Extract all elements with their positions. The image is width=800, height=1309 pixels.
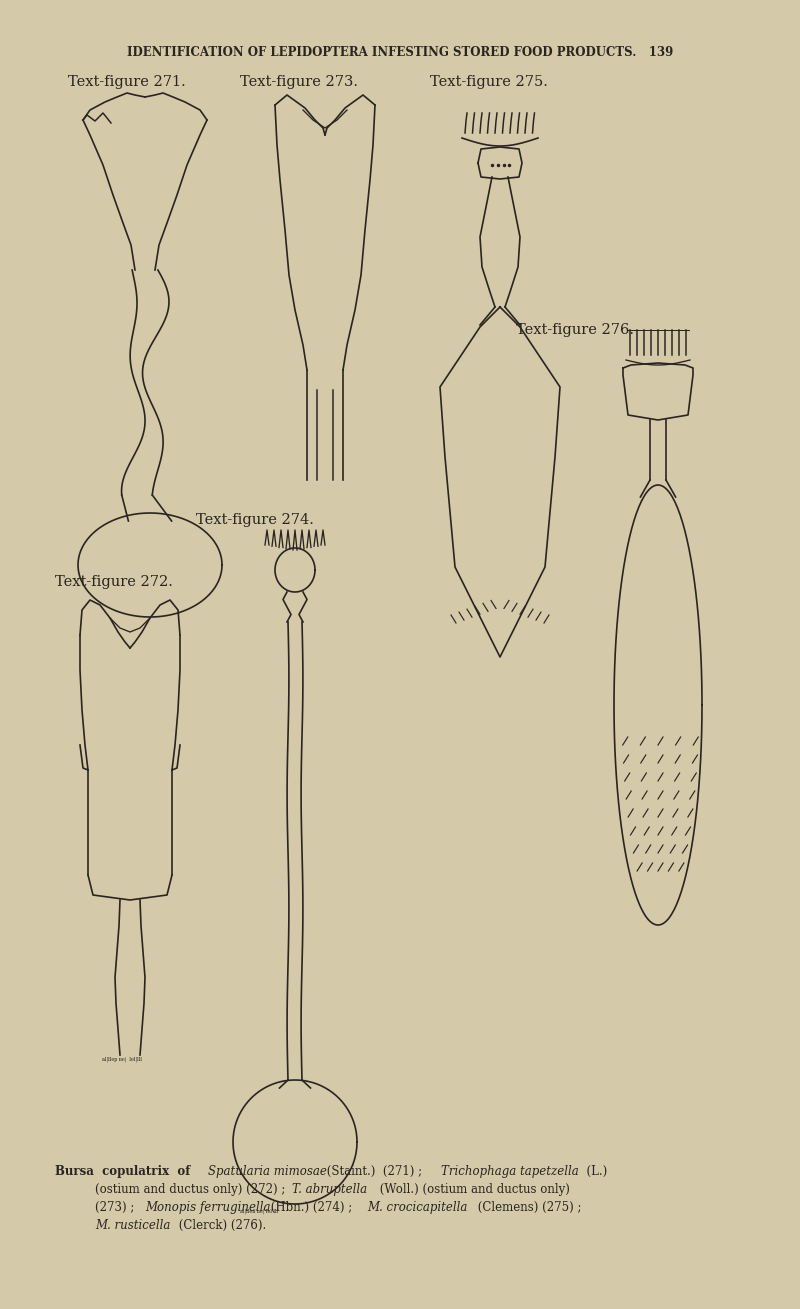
Text: al|llep ne|  lel|lll: al|llep ne| lel|lll [102, 1056, 142, 1062]
Text: Spatularia mimosae: Spatularia mimosae [208, 1165, 327, 1178]
Text: Bursa  copulatrix  of: Bursa copulatrix of [55, 1165, 198, 1178]
Text: Text-figure 273.: Text-figure 273. [240, 75, 358, 89]
Text: Text-figure 271.: Text-figure 271. [68, 75, 186, 89]
Text: (L.): (L.) [579, 1165, 607, 1178]
Text: (Clerck) (276).: (Clerck) (276). [175, 1219, 266, 1232]
Text: (Hbn.) (274) ;: (Hbn.) (274) ; [267, 1200, 360, 1213]
Text: (Clemens) (275) ;: (Clemens) (275) ; [474, 1200, 582, 1213]
Text: (273) ;: (273) ; [95, 1200, 142, 1213]
Text: al|llen'ne| lel'lll: al|llen'ne| lel'lll [240, 1208, 278, 1213]
Text: Text-figure 276.: Text-figure 276. [516, 323, 634, 336]
Text: (ostium and ductus only) (272) ;: (ostium and ductus only) (272) ; [95, 1183, 293, 1196]
Text: Monopis ferruginella: Monopis ferruginella [145, 1200, 270, 1213]
Text: Text-figure 274.: Text-figure 274. [196, 513, 314, 528]
Text: Text-figure 275.: Text-figure 275. [430, 75, 548, 89]
Text: IDENTIFICATION OF LEPIDOPTERA INFESTING STORED FOOD PRODUCTS.   139: IDENTIFICATION OF LEPIDOPTERA INFESTING … [127, 46, 673, 59]
Text: T. abruptella: T. abruptella [292, 1183, 367, 1196]
Text: M. rusticella: M. rusticella [95, 1219, 170, 1232]
Text: Trichophaga tapetzella: Trichophaga tapetzella [441, 1165, 578, 1178]
Text: M. crocicapitella: M. crocicapitella [367, 1200, 467, 1213]
Text: (Woll.) (ostium and ductus only): (Woll.) (ostium and ductus only) [376, 1183, 570, 1196]
Text: (Staint.)  (271) ;: (Staint.) (271) ; [323, 1165, 434, 1178]
Text: Text-figure 272.: Text-figure 272. [55, 575, 173, 589]
